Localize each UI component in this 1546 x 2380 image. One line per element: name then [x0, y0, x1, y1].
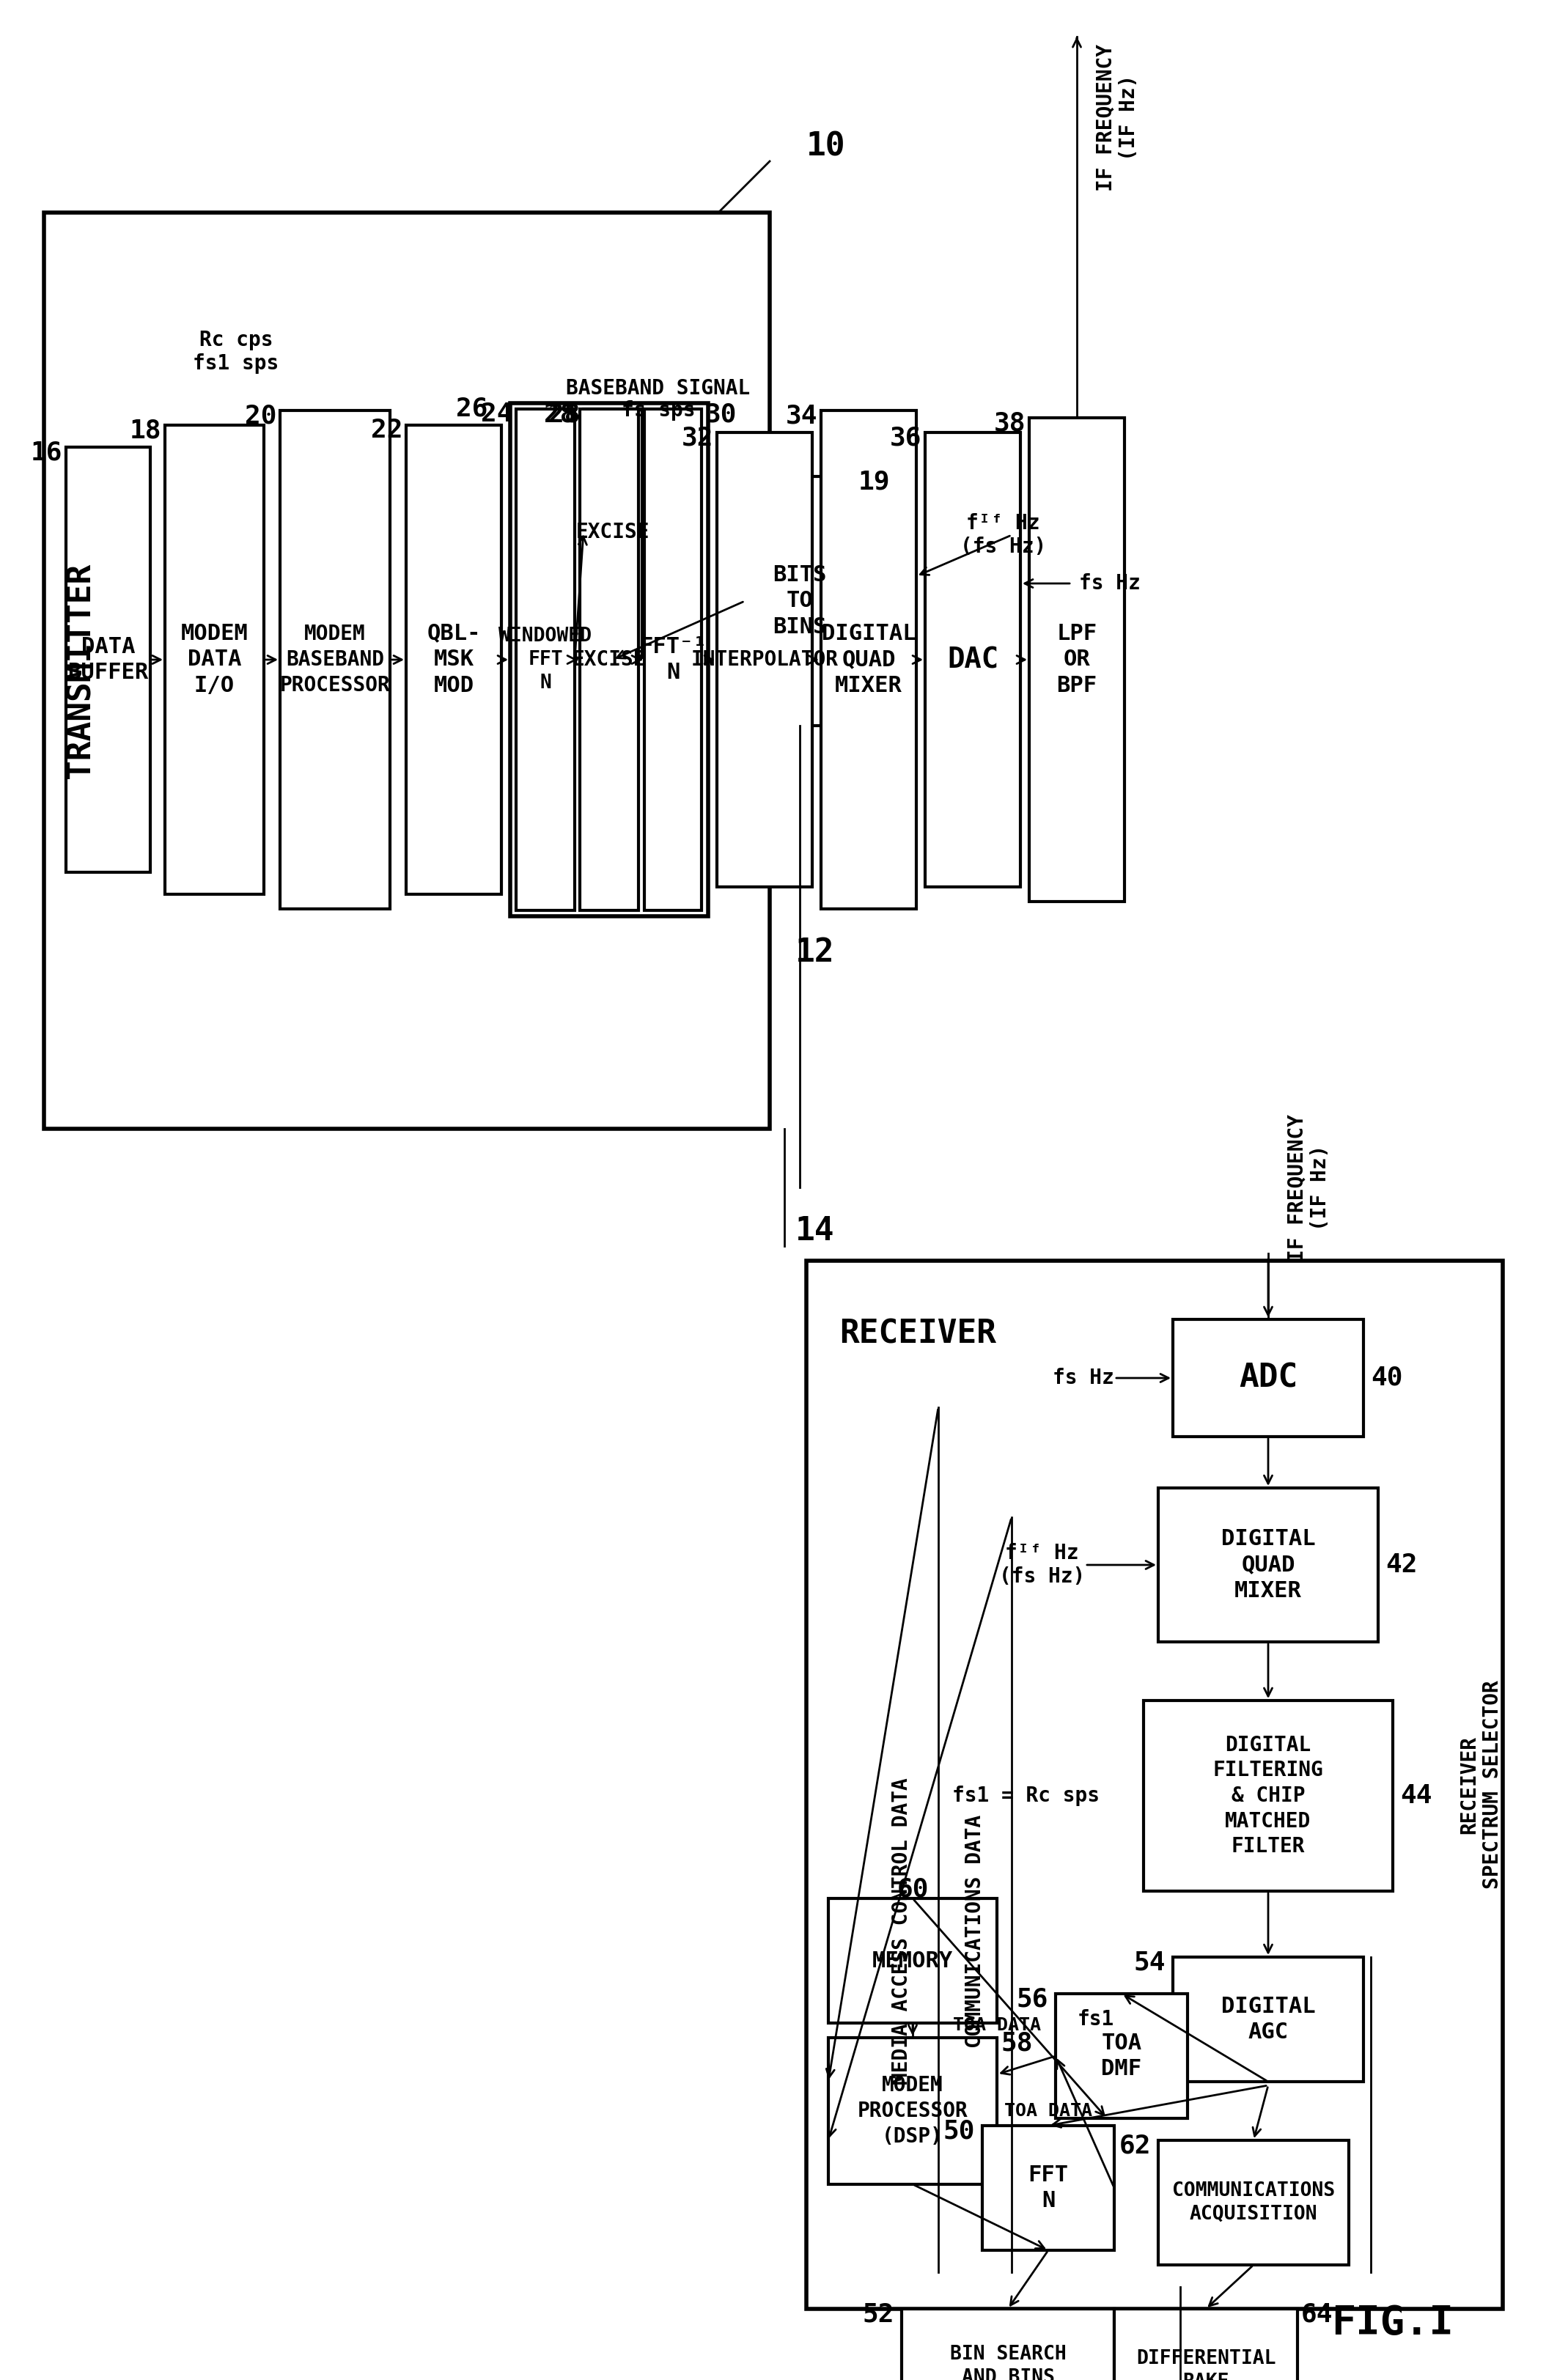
Bar [982, 2125, 1115, 2249]
Bar [407, 426, 501, 895]
Text: 58: 58 [1000, 2030, 1033, 2056]
Text: IF FREQUENCY
(IF Hz): IF FREQUENCY (IF Hz) [1286, 1114, 1331, 1261]
Text: MODEM
BASEBAND
PROCESSOR: MODEM BASEBAND PROCESSOR [280, 624, 390, 695]
Text: fs1 = Rc sps: fs1 = Rc sps [952, 1785, 1099, 1806]
Text: DATA
BUFFER: DATA BUFFER [68, 635, 148, 683]
Text: 30: 30 [705, 402, 737, 426]
Text: TOA DATA: TOA DATA [952, 2016, 1040, 2033]
Bar [516, 409, 575, 912]
Bar [821, 409, 917, 909]
Bar [925, 433, 1020, 888]
Bar [829, 2037, 997, 2185]
Text: TOA DATA: TOA DATA [1005, 2102, 1091, 2121]
Text: MODEM
PROCESSOR
(DSP): MODEM PROCESSOR (DSP) [858, 2075, 968, 2147]
Text: fᴵᶠ Hz
(fs Hz): fᴵᶠ Hz (fs Hz) [999, 1542, 1085, 1587]
Text: DIFFERENTIAL
RAKE
EQUALIZER: DIFFERENTIAL RAKE EQUALIZER [1136, 2349, 1275, 2380]
Text: MEMORY: MEMORY [872, 1949, 952, 1971]
Text: COMMUNICATIONS
ACQUISITION: COMMUNICATIONS ACQUISITION [1172, 2182, 1336, 2223]
Bar [43, 212, 770, 1128]
Bar [1115, 2309, 1297, 2380]
Text: 12: 12 [795, 938, 835, 969]
Bar [901, 2309, 1115, 2380]
Text: 14: 14 [795, 1216, 835, 1247]
Text: MODEM
DATA
I/O: MODEM DATA I/O [181, 624, 247, 697]
Text: EXCISE: EXCISE [572, 650, 646, 669]
Text: 28: 28 [544, 402, 577, 426]
Text: FFT⁻¹
N: FFT⁻¹ N [638, 635, 707, 683]
Text: fs1: fs1 [1078, 2009, 1115, 2030]
Text: 40: 40 [1371, 1366, 1402, 1390]
Text: Rc cps
fs1 sps: Rc cps fs1 sps [193, 331, 278, 374]
Bar [583, 409, 642, 657]
Text: BIN SEARCH
AND BINS
TO BITS
CONVERSION: BIN SEARCH AND BINS TO BITS CONVERSION [949, 2344, 1067, 2380]
Text: 54: 54 [1133, 1949, 1166, 1975]
Text: 42: 42 [1385, 1552, 1418, 1578]
Bar [829, 1899, 997, 2023]
Text: DIGITAL
QUAD
MIXER: DIGITAL QUAD MIXER [821, 624, 915, 697]
Text: 50: 50 [943, 2118, 976, 2144]
Text: RECEIVER: RECEIVER [839, 1319, 996, 1349]
Bar [645, 409, 702, 912]
Text: DIGITAL
FILTERING
& CHIP
MATCHED
FILTER: DIGITAL FILTERING & CHIP MATCHED FILTER [1214, 1735, 1323, 1856]
Bar [1144, 1702, 1393, 1892]
Text: DIGITAL
AGC: DIGITAL AGC [1221, 1994, 1316, 2042]
Bar [1173, 1956, 1364, 2082]
Text: 19: 19 [858, 469, 890, 495]
Text: DAC: DAC [948, 645, 999, 674]
Bar [580, 409, 638, 912]
Text: fs Hz: fs Hz [1079, 574, 1141, 593]
Bar [1158, 1488, 1377, 1642]
Text: WINDOWED
FFT
N: WINDOWED FFT N [499, 626, 592, 693]
Text: fs sps: fs sps [621, 400, 696, 421]
Bar [510, 402, 708, 916]
Bar [1158, 2140, 1348, 2266]
Bar [66, 447, 150, 871]
Text: 38: 38 [994, 409, 1025, 436]
Bar [745, 476, 855, 726]
Text: 52: 52 [863, 2301, 894, 2328]
Text: 22: 22 [371, 419, 402, 443]
Text: INTERPOLATOR: INTERPOLATOR [691, 650, 838, 669]
Text: TRANSMITTER: TRANSMITTER [65, 562, 96, 778]
Text: 32: 32 [682, 426, 713, 450]
Text: 62: 62 [1119, 2132, 1150, 2159]
Bar [717, 433, 812, 888]
Text: BITS
TO
BINS: BITS TO BINS [773, 564, 827, 638]
Text: 44: 44 [1401, 1783, 1432, 1809]
Text: FFT
N: FFT N [1028, 2163, 1068, 2211]
Bar [1056, 1994, 1187, 2118]
Text: BASEBAND SIGNAL: BASEBAND SIGNAL [566, 378, 750, 400]
Text: EXCISE: EXCISE [577, 521, 649, 543]
Text: ADC: ADC [1238, 1361, 1297, 1395]
Text: 16: 16 [31, 440, 62, 464]
Text: 10: 10 [807, 131, 846, 162]
Text: 60: 60 [897, 1875, 929, 1902]
Text: COMMUNICATIONS DATA: COMMUNICATIONS DATA [965, 1816, 985, 2049]
Text: 36: 36 [889, 426, 921, 450]
Bar [1173, 1319, 1364, 1438]
Text: IF FREQUENCY
(IF Hz): IF FREQUENCY (IF Hz) [1095, 43, 1139, 190]
Text: 28: 28 [547, 402, 580, 426]
Text: 34: 34 [785, 402, 818, 428]
Text: MEDIA ACCESS CONTROL DATA: MEDIA ACCESS CONTROL DATA [892, 1778, 912, 2085]
Bar [1030, 419, 1124, 902]
Bar [807, 1261, 1503, 2309]
Text: fs Hz: fs Hz [1053, 1368, 1115, 1388]
Text: 64: 64 [1302, 2301, 1333, 2328]
Bar [280, 409, 390, 909]
Text: 18: 18 [130, 419, 161, 443]
Text: 56: 56 [1016, 1987, 1048, 2011]
Bar [165, 426, 264, 895]
Text: TOA
DMF: TOA DMF [1101, 2033, 1142, 2080]
Text: DIGITAL
QUAD
MIXER: DIGITAL QUAD MIXER [1221, 1528, 1316, 1602]
Text: RECEIVER
SPECTRUM SELECTOR: RECEIVER SPECTRUM SELECTOR [1458, 1680, 1503, 1890]
Text: fᴵᶠ Hz
(fs Hz): fᴵᶠ Hz (fs Hz) [960, 514, 1047, 557]
Text: QBL-
MSK
MOD: QBL- MSK MOD [427, 624, 481, 697]
Text: LPF
OR
BPF: LPF OR BPF [1056, 624, 1098, 697]
Text: FIG.I: FIG.I [1331, 2304, 1453, 2342]
Text: 20: 20 [244, 402, 277, 428]
Text: 24: 24 [481, 402, 512, 426]
Text: 26: 26 [456, 395, 489, 421]
